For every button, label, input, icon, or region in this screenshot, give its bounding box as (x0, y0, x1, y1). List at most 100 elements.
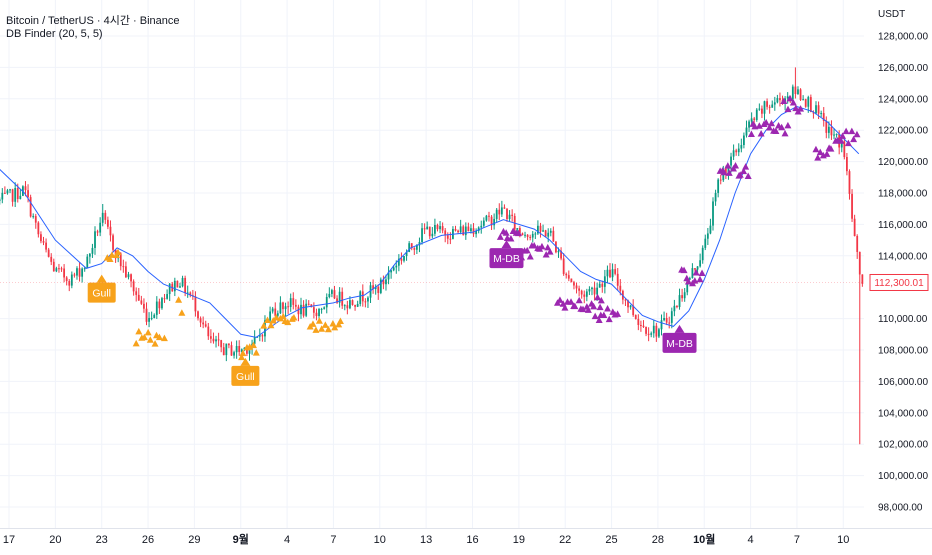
candle-body (853, 218, 856, 237)
candle-body (488, 215, 490, 217)
candle-body (184, 277, 187, 293)
gull-signal-triangle (160, 334, 168, 342)
mdb-signal-triangle (732, 162, 740, 169)
mdb-signal-triangle (530, 241, 538, 249)
gull-signal-triangle (135, 327, 143, 335)
mdb-signal-triangle (767, 119, 775, 127)
candle-body (338, 291, 341, 303)
gull-signal-triangle (132, 339, 140, 347)
x-tick-label: 17 (3, 534, 15, 546)
candle-body (670, 311, 673, 323)
candle-body (413, 248, 416, 250)
candle-body (19, 195, 22, 200)
candle-body (137, 294, 140, 301)
candle-body (261, 335, 264, 337)
candle-body (60, 268, 63, 270)
candle-body (349, 300, 351, 309)
candle-body (518, 228, 521, 234)
candle-body (647, 333, 650, 335)
candle-body (150, 317, 153, 319)
candle-body (387, 272, 390, 280)
gull-signal-triangle (146, 336, 154, 343)
mdb-signal-triangle (614, 310, 622, 317)
candle-body (50, 256, 53, 262)
candle-body (444, 230, 447, 236)
candle-body (655, 325, 658, 337)
candle-body (228, 343, 230, 346)
mdb-signal-triangle (502, 229, 510, 236)
candle-body (318, 309, 320, 317)
candle-body (467, 226, 470, 232)
mdb-signal-triangle (546, 248, 554, 255)
mdb-signal-triangle (561, 304, 569, 311)
y-tick-label: 120,000.00 (878, 157, 928, 168)
candle-body (544, 230, 547, 237)
candle-body (233, 352, 235, 356)
mdb-signal-triangle (544, 243, 552, 251)
candle-body (799, 89, 802, 100)
candle-body (243, 347, 246, 350)
candle-body (222, 347, 225, 356)
x-tick-label: 9월 (233, 532, 249, 546)
candle-body (106, 219, 109, 227)
grid-layer (0, 0, 864, 528)
candle-body (163, 298, 166, 300)
mdb-signal-triangle (744, 172, 752, 180)
candle-body (374, 286, 377, 290)
gull-signal-triangle (144, 328, 152, 336)
mdb-signal-triangle (556, 296, 564, 303)
candle-body (480, 225, 483, 228)
candle-body (578, 288, 581, 291)
candle-body (122, 266, 125, 268)
mdb-signal-triangle (725, 169, 733, 176)
candle-body (766, 101, 768, 107)
candle-body (542, 230, 544, 232)
candle-body (454, 228, 457, 231)
candle-body (240, 349, 243, 352)
candle-body (678, 295, 681, 308)
candle-body (495, 209, 498, 219)
candle-body (835, 134, 838, 136)
candle-body (109, 226, 112, 236)
candle-body (426, 226, 429, 230)
candle-body (382, 279, 385, 285)
x-tick-label: 7 (330, 534, 336, 546)
mdb-signal-triangle (778, 123, 786, 131)
candle-body (629, 305, 632, 308)
candle-body (490, 216, 493, 226)
candle-body (418, 242, 421, 246)
mdb-signal-triangle (823, 150, 831, 157)
mdb-signal-triangle (736, 171, 744, 178)
candle-body (506, 208, 508, 219)
candle-body (827, 126, 830, 133)
candle-body (616, 273, 619, 286)
mdb-signal-triangle (762, 118, 770, 126)
candle-body (292, 298, 295, 305)
y-tick-label: 110,000.00 (878, 314, 928, 325)
candle-body (189, 292, 192, 296)
candle-body (691, 268, 694, 279)
mdb-signal-triangle (680, 266, 688, 274)
gull-signal-triangle (106, 255, 114, 263)
candle-body (320, 308, 323, 310)
candle-body (593, 287, 596, 295)
candle-body (379, 279, 382, 293)
mdb-signal-triangle (597, 296, 605, 304)
candle-body (271, 308, 274, 312)
candle-body (3, 192, 6, 194)
candle-body (570, 278, 573, 283)
mdb-signal-triangle (523, 246, 531, 254)
x-tick-label: 10 (837, 534, 849, 546)
candle-body (220, 340, 223, 348)
candle-body (449, 238, 452, 240)
candle-body (459, 226, 462, 233)
mdb-signal-triangle (742, 163, 750, 170)
candle-body (14, 187, 17, 202)
candle-body (284, 306, 287, 310)
candle-body (830, 126, 833, 136)
candle-body (197, 311, 199, 319)
x-tick-label: 4 (748, 534, 754, 546)
candle-body (663, 317, 665, 321)
candle-body (552, 230, 555, 242)
